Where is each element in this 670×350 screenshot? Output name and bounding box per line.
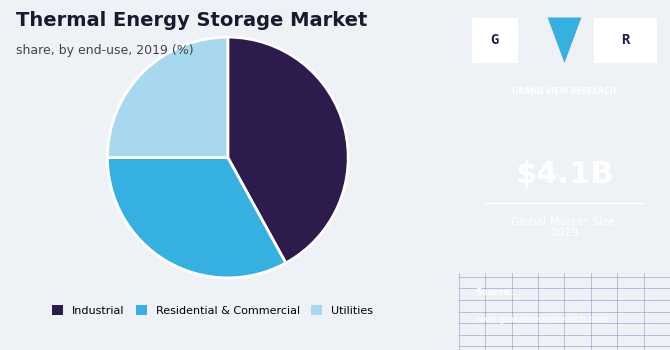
Wedge shape [107,37,228,158]
Text: G: G [490,33,499,47]
Text: share, by end-use, 2019 (%): share, by end-use, 2019 (%) [15,44,194,57]
FancyBboxPatch shape [472,18,518,63]
FancyBboxPatch shape [594,18,657,63]
Text: $4.1B: $4.1B [515,161,614,189]
Legend: Industrial, Residential & Commercial, Utilities: Industrial, Residential & Commercial, Ut… [48,301,378,321]
Text: Global Market Size,
2019: Global Market Size, 2019 [511,217,618,238]
Text: www.grandviewresearch.com: www.grandviewresearch.com [476,315,609,324]
Text: R: R [622,33,630,47]
Text: GRAND VIEW RESEARCH: GRAND VIEW RESEARCH [513,86,616,96]
Text: Thermal Energy Storage Market: Thermal Energy Storage Market [15,10,367,29]
Text: Source:: Source: [476,288,515,298]
Wedge shape [228,37,348,263]
Wedge shape [107,158,286,278]
Polygon shape [547,18,582,63]
